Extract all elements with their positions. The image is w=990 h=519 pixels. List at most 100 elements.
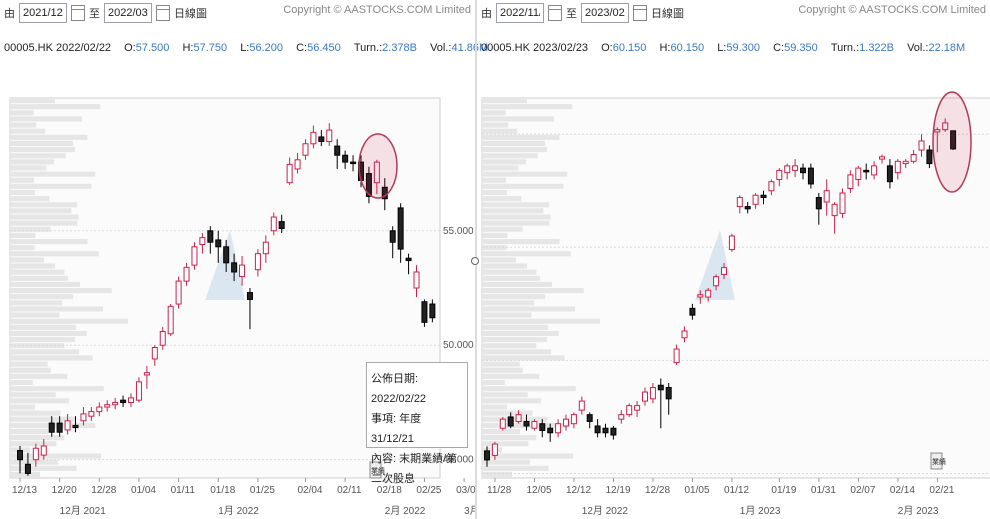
- x-tick-label: 01/11: [171, 485, 196, 496]
- event-marker: [930, 452, 943, 470]
- candle-body: [736, 197, 743, 208]
- month-label: 3月 2022: [464, 505, 475, 517]
- x-tick-label: 01/04: [131, 485, 156, 496]
- month-label: 2月 2023: [898, 505, 939, 517]
- volume-profile-bar: [10, 435, 65, 441]
- candle-body: [310, 131, 317, 145]
- volume-value: 41.86M: [451, 42, 489, 54]
- candle-body: [120, 399, 127, 403]
- volume-profile-bar: [10, 288, 112, 294]
- x-tick-label: 02/21: [929, 485, 954, 496]
- chart-type-label: 日線圖: [651, 8, 684, 20]
- volume-profile-bar: [482, 324, 549, 330]
- candle-body: [207, 230, 214, 243]
- volume-profile-bar: [482, 459, 531, 465]
- volume-profile-bar: [482, 238, 560, 245]
- calendar-icon[interactable]: [633, 5, 647, 21]
- calendar-icon[interactable]: [548, 5, 562, 21]
- copyright: Copyright © AASTOCKS.COM Limited: [283, 4, 471, 16]
- candle-body: [342, 154, 349, 163]
- close-value: 56.450: [307, 42, 341, 54]
- volume-profile-bar: [10, 294, 74, 300]
- candle-body: [839, 192, 846, 214]
- candlestick-chart[interactable]: 45.00050.00055.00060.000業績11/2812/0512/1…: [477, 0, 990, 519]
- volume-profile-bar: [10, 349, 80, 355]
- from-date-input[interactable]: [496, 3, 544, 23]
- close-value: 59.350: [784, 42, 818, 54]
- chart-panel-left: 由 至 日線圖 Copyright © AASTOCKS.COM Limited…: [0, 0, 488, 519]
- y-tick-label: 50.000: [443, 340, 474, 351]
- turnover-label: Turn.:: [353, 42, 383, 54]
- volume-profile-bar: [482, 318, 601, 324]
- candle-body: [270, 216, 277, 232]
- candle-body: [429, 303, 436, 319]
- symbol: 00005.HK: [4, 42, 53, 54]
- candle-body: [40, 445, 47, 456]
- volume-profile-bar: [482, 300, 535, 306]
- volume-profile-bar: [482, 116, 554, 122]
- candle-body: [523, 420, 530, 427]
- quote-date: 2023/02/23: [533, 42, 589, 54]
- volume-profile-bar: [10, 275, 69, 281]
- candle-body: [397, 207, 404, 250]
- volume-profile-bar: [10, 189, 35, 196]
- candle-body: [167, 305, 174, 335]
- volume-profile-bar: [10, 428, 49, 435]
- candle-body: [665, 387, 672, 400]
- volume-profile-bar: [10, 398, 70, 404]
- volume-profile-bar: [10, 98, 55, 104]
- candle-body: [64, 420, 71, 431]
- candle-body: [744, 206, 751, 210]
- candle-body: [863, 169, 870, 173]
- candle-body: [618, 414, 625, 420]
- calendar-icon[interactable]: [71, 5, 85, 21]
- candle-body: [191, 246, 198, 266]
- candle-body: [752, 194, 759, 205]
- month-label: 1月 2023: [740, 505, 781, 517]
- volume-profile-bar: [482, 410, 533, 416]
- volume-profile-bar: [482, 189, 507, 196]
- volume-profile-bar: [10, 208, 72, 214]
- turnover-value: 2.378B: [382, 42, 418, 54]
- volume-profile-bar: [10, 379, 33, 386]
- tooltip-content: 內容: 末期業績/第二次股息: [371, 453, 458, 485]
- volume-profile-bar: [10, 245, 35, 251]
- quote-bar: 00005.HK 2023/02/23 O:60.150 H:60.150 L:…: [481, 42, 965, 54]
- volume-profile-bar: [482, 294, 546, 300]
- calendar-icon[interactable]: [156, 5, 170, 21]
- candle-body: [547, 427, 554, 434]
- x-tick-label: 02/18: [377, 485, 402, 496]
- volume-profile-bar: [10, 251, 99, 257]
- watermark-logo: [205, 230, 245, 300]
- candle-body: [626, 405, 633, 416]
- candle-body: [823, 190, 830, 203]
- volume-profile-bar: [482, 471, 512, 477]
- volume-profile-bar: [482, 269, 537, 275]
- symbol: 00005.HK: [481, 42, 530, 54]
- from-date-input[interactable]: [19, 3, 67, 23]
- volume-profile-bar: [10, 330, 87, 337]
- divider-handle-left[interactable]: [471, 257, 479, 265]
- volume-profile-bar: [10, 232, 36, 238]
- x-tick-label: 12/28: [645, 485, 670, 496]
- quote-bar: 00005.HK 2022/02/22 O:57.500 H:57.750 L:…: [4, 42, 488, 54]
- volume-profile-bar: [10, 343, 65, 349]
- volume-profile-bar: [482, 337, 548, 343]
- to-date-input[interactable]: [104, 3, 152, 23]
- candle-body: [350, 161, 357, 165]
- y-tick-label: 55.000: [443, 226, 474, 237]
- turnover-value: 1.322B: [859, 42, 895, 54]
- x-tick-label: 02/14: [890, 485, 915, 496]
- candle-body: [135, 381, 142, 401]
- volume-profile-bar: [10, 300, 63, 306]
- volume-profile-bar: [482, 171, 568, 177]
- candle-body: [855, 167, 862, 180]
- volume-profile-bar: [10, 147, 76, 153]
- x-tick-label: 01/05: [685, 485, 710, 496]
- turnover-label: Turn.:: [830, 42, 860, 54]
- volume-profile-bar: [10, 116, 82, 122]
- volume-profile-bar: [482, 98, 527, 104]
- volume-profile-bar: [482, 435, 537, 441]
- from-label: 由: [481, 8, 492, 20]
- to-date-input[interactable]: [581, 3, 629, 23]
